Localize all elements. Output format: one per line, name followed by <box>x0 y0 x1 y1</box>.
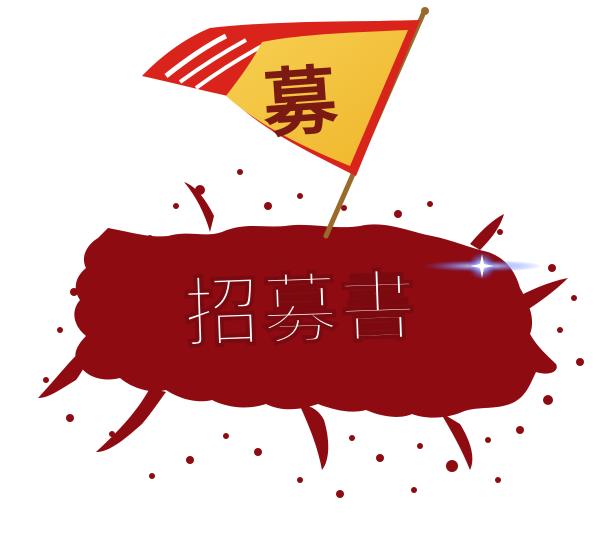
droplet <box>57 327 63 333</box>
droplet <box>548 264 556 272</box>
splash-streak-left <box>38 346 94 398</box>
droplet <box>427 201 433 207</box>
droplet <box>173 203 179 209</box>
droplet <box>543 395 553 405</box>
droplet <box>576 358 584 366</box>
droplet <box>446 460 458 472</box>
droplet <box>349 435 355 441</box>
droplet <box>264 202 272 210</box>
flag-stripe <box>178 38 247 84</box>
flag-field <box>226 30 408 166</box>
droplet <box>341 205 347 211</box>
droplet <box>485 437 491 443</box>
recruitment-flag: 募 <box>142 20 420 176</box>
droplet <box>149 473 155 479</box>
droplet <box>223 433 229 439</box>
droplet <box>497 229 503 235</box>
splash-streak-right <box>512 278 568 312</box>
droplet <box>70 288 78 296</box>
droplet <box>254 448 262 456</box>
droplet <box>43 377 49 383</box>
droplet <box>297 477 303 483</box>
droplet <box>66 414 74 422</box>
droplet <box>516 426 524 434</box>
droplet <box>89 255 95 261</box>
flag-stripe <box>194 44 263 90</box>
droplet <box>411 487 417 493</box>
droplet <box>195 185 205 195</box>
droplet <box>557 327 563 333</box>
droplet <box>237 169 243 175</box>
splash-streak-lower-left <box>96 388 166 452</box>
droplet <box>297 193 303 199</box>
sparkle-icon <box>422 252 542 280</box>
droplet <box>417 443 423 449</box>
pole-finial <box>421 7 429 15</box>
splash-streak-upper-right <box>470 214 504 250</box>
droplet <box>495 477 501 483</box>
droplet <box>186 456 194 464</box>
droplet <box>336 490 344 498</box>
splash-streak-bottom <box>300 406 329 470</box>
splash-main <box>74 224 557 418</box>
droplet <box>147 235 153 241</box>
droplet <box>394 210 402 218</box>
droplet <box>571 295 577 301</box>
droplet <box>288 228 292 232</box>
droplet <box>376 454 384 462</box>
flag-character: 募 <box>259 57 341 148</box>
ink-splash <box>38 169 584 498</box>
droplet <box>109 431 115 437</box>
splash-streak-upper-left <box>184 182 214 232</box>
flag-stripe <box>164 33 228 78</box>
splash-streak-bottom-right <box>440 412 473 470</box>
banner-title: 招募書 <box>183 261 420 358</box>
